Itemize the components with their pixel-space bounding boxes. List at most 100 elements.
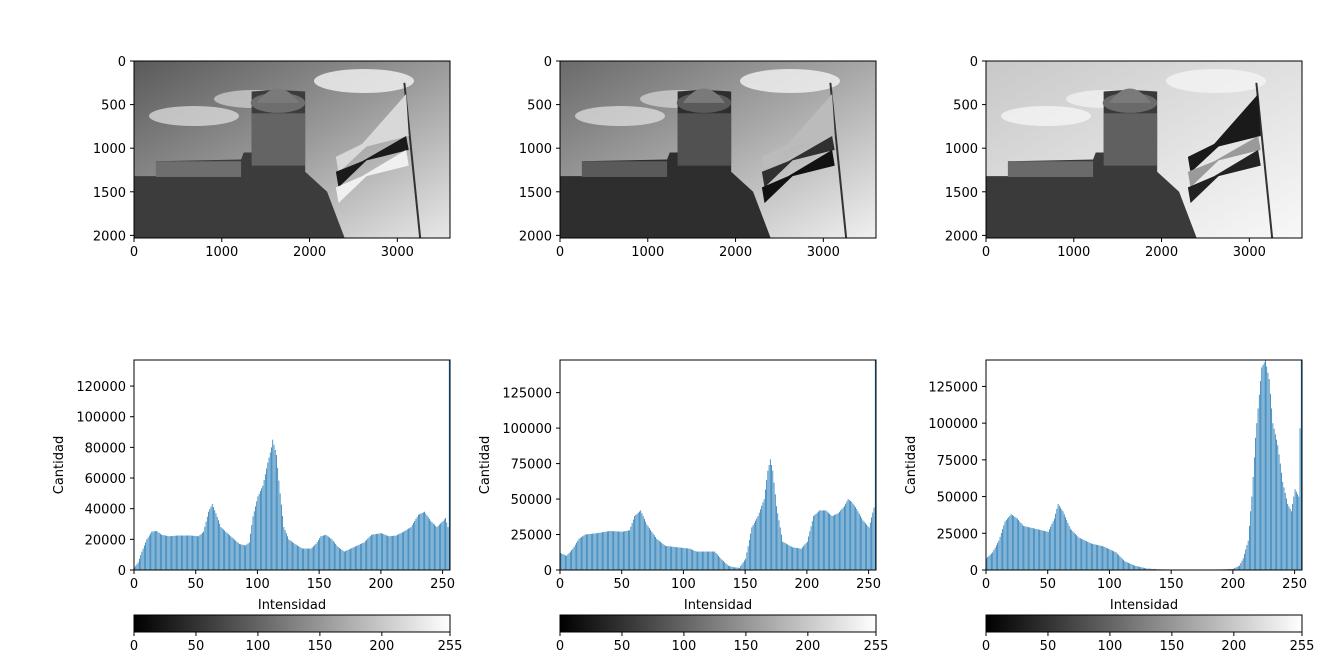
image-cloud	[1001, 106, 1091, 126]
x-tick-label: 250	[856, 577, 881, 592]
histogram-bar	[142, 548, 144, 570]
histogram-bar	[332, 540, 334, 570]
colorbar-tick-label: 255	[1290, 639, 1315, 654]
histogram-panel-1: 0 50 100 150 200 2500200004000060000800001000…	[52, 359, 462, 654]
histogram-bar	[765, 489, 766, 570]
histogram-bar	[1129, 563, 1131, 570]
histogram-bar	[1149, 568, 1150, 570]
histogram-bar	[1044, 530, 1045, 570]
histogram-bar	[607, 531, 608, 570]
histogram-bar	[193, 535, 195, 570]
histogram-bar	[378, 533, 380, 570]
colorbar	[985, 614, 1303, 633]
histogram-bar	[681, 547, 682, 570]
histogram-bar	[214, 510, 216, 570]
histogram-bar	[792, 547, 793, 570]
histogram-bar	[1113, 551, 1115, 570]
image-wall-face	[155, 161, 242, 177]
histogram-bar	[222, 529, 224, 570]
histogram-bar	[626, 530, 628, 570]
histogram-bar	[844, 506, 845, 570]
histogram-bar	[169, 536, 171, 570]
histogram-bar	[825, 510, 827, 570]
histogram-bar	[1110, 550, 1112, 570]
histogram-bar	[841, 508, 843, 570]
histogram-bar	[1058, 505, 1060, 570]
histogram-bar	[644, 518, 645, 570]
x-tick-label: 200	[1220, 577, 1245, 592]
y-tick-label: 2000	[93, 229, 126, 244]
image-panel-original-gray: 0 1000 2000 3000 0 500 1000 1500 2000	[93, 55, 451, 260]
histogram-bar	[163, 535, 165, 570]
histogram-bar	[264, 474, 266, 570]
histogram-bar	[1270, 393, 1271, 570]
histogram-bar	[195, 536, 197, 570]
histogram-bar	[853, 505, 855, 570]
histogram-bar	[988, 555, 990, 570]
histogram-bar	[604, 531, 606, 570]
histogram-bar	[602, 532, 603, 570]
histogram-bar	[260, 491, 261, 570]
x-tick-label: 0	[982, 577, 990, 592]
colorbar-tick-label: 0	[130, 639, 138, 654]
histogram-bar	[199, 535, 201, 570]
x-tick-label: 100	[671, 577, 696, 592]
x-tick-label: 200	[368, 577, 393, 592]
histogram-bar	[744, 560, 745, 570]
histogram-bar	[136, 564, 138, 570]
histogram-bar	[406, 529, 408, 570]
histogram-bar	[429, 519, 430, 570]
histogram-bar	[839, 511, 840, 570]
histogram-bar	[425, 513, 427, 570]
histogram-bar	[394, 535, 396, 570]
histogram-bar	[1052, 521, 1054, 570]
histogram-bar	[620, 531, 622, 570]
histogram-bar	[1103, 546, 1105, 570]
histogram-bar	[635, 514, 637, 570]
histogram-bar	[864, 523, 866, 570]
histogram-bar	[647, 526, 649, 570]
y-axis-label: Cantidad	[52, 436, 67, 494]
histogram-bar	[271, 447, 272, 570]
histogram-bar	[593, 533, 595, 570]
histogram-bar	[708, 551, 710, 570]
histogram-bar	[1128, 562, 1129, 570]
histogram-bar	[339, 547, 340, 570]
histogram-bar	[677, 547, 679, 570]
histogram-bar	[797, 548, 798, 570]
x-axis-label: Intensidad	[258, 598, 326, 613]
histogram-bar	[372, 534, 374, 570]
histogram-bar	[729, 566, 730, 570]
histogram-bar	[818, 511, 819, 570]
histogram-bar	[1023, 525, 1024, 570]
y-tick-label: 120000	[76, 380, 126, 395]
histogram-bar	[672, 546, 674, 570]
histogram-bar	[625, 530, 627, 570]
histogram-panel-2: 0 50 100 150 200 250 0 25000 50000 75000 100000 125…	[478, 359, 888, 654]
histogram-bar	[750, 533, 751, 570]
histogram-bar	[215, 513, 217, 570]
histogram-bar	[663, 544, 665, 570]
colorbar-tick-label: 50	[188, 639, 205, 654]
histogram-bar	[1029, 527, 1031, 570]
histogram-bar	[1135, 565, 1137, 570]
histogram-bar	[821, 510, 823, 570]
histogram-bar	[1018, 520, 1019, 570]
histogram-bar	[646, 524, 648, 570]
histogram-bar	[731, 566, 733, 570]
histogram-bar	[430, 520, 432, 570]
histogram-bar	[779, 527, 781, 570]
histogram-bar	[1028, 527, 1029, 570]
histogram-bar	[347, 549, 349, 570]
histogram-bar	[1255, 437, 1256, 570]
histogram-bar	[618, 531, 619, 570]
histogram-bar	[1286, 498, 1287, 570]
histogram-bar	[639, 511, 640, 570]
histogram-bar	[790, 546, 792, 570]
histogram-bar	[1005, 520, 1007, 570]
histogram-bar	[610, 531, 612, 570]
histogram-bar	[431, 522, 433, 570]
histogram-bar	[411, 525, 413, 570]
histogram-bar	[1152, 568, 1154, 570]
